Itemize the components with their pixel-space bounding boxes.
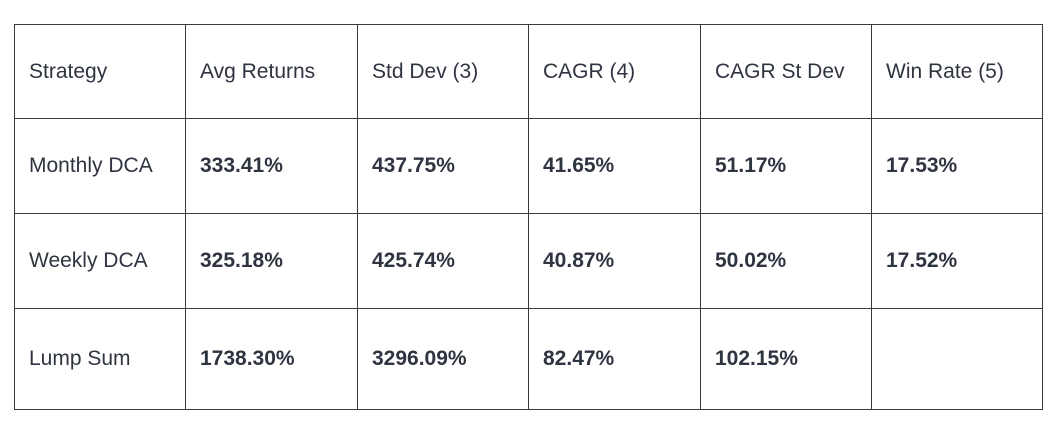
header-avg-returns: Avg Returns (185, 24, 358, 119)
strategy-comparison-table-container: Strategy Avg Returns Std Dev (3) CAGR (4… (14, 24, 1043, 410)
row-strategy-name: Monthly DCA (14, 118, 186, 214)
row-strategy-name: Lump Sum (14, 308, 186, 410)
table-body: Monthly DCA 333.41% 437.75% 41.65% 51.17… (14, 118, 1043, 410)
cell-cagr-st-dev: 51.17% (700, 118, 872, 214)
table-row: Lump Sum 1738.30% 3296.09% 82.47% 102.15… (14, 308, 1043, 410)
header-std-dev: Std Dev (3) (357, 24, 529, 119)
cell-win-rate (871, 308, 1043, 410)
table-row: Monthly DCA 333.41% 437.75% 41.65% 51.17… (14, 118, 1043, 214)
header-strategy: Strategy (14, 24, 186, 119)
table-row: Weekly DCA 325.18% 425.74% 40.87% 50.02%… (14, 213, 1043, 309)
table-header: Strategy Avg Returns Std Dev (3) CAGR (4… (14, 24, 1043, 119)
cell-std-dev: 425.74% (357, 213, 529, 309)
cell-win-rate: 17.52% (871, 213, 1043, 309)
cell-std-dev: 437.75% (357, 118, 529, 214)
strategy-comparison-table: Strategy Avg Returns Std Dev (3) CAGR (4… (14, 24, 1043, 410)
header-win-rate: Win Rate (5) (871, 24, 1043, 119)
cell-cagr: 82.47% (528, 308, 701, 410)
cell-avg-returns: 333.41% (185, 118, 358, 214)
row-strategy-name: Weekly DCA (14, 213, 186, 309)
cell-avg-returns: 325.18% (185, 213, 358, 309)
cell-std-dev: 3296.09% (357, 308, 529, 410)
cell-avg-returns: 1738.30% (185, 308, 358, 410)
cell-win-rate: 17.53% (871, 118, 1043, 214)
header-cagr: CAGR (4) (528, 24, 701, 119)
cell-cagr-st-dev: 50.02% (700, 213, 872, 309)
cell-cagr: 41.65% (528, 118, 701, 214)
header-row: Strategy Avg Returns Std Dev (3) CAGR (4… (14, 24, 1043, 119)
header-cagr-st-dev: CAGR St Dev (700, 24, 872, 119)
cell-cagr-st-dev: 102.15% (700, 308, 872, 410)
cell-cagr: 40.87% (528, 213, 701, 309)
